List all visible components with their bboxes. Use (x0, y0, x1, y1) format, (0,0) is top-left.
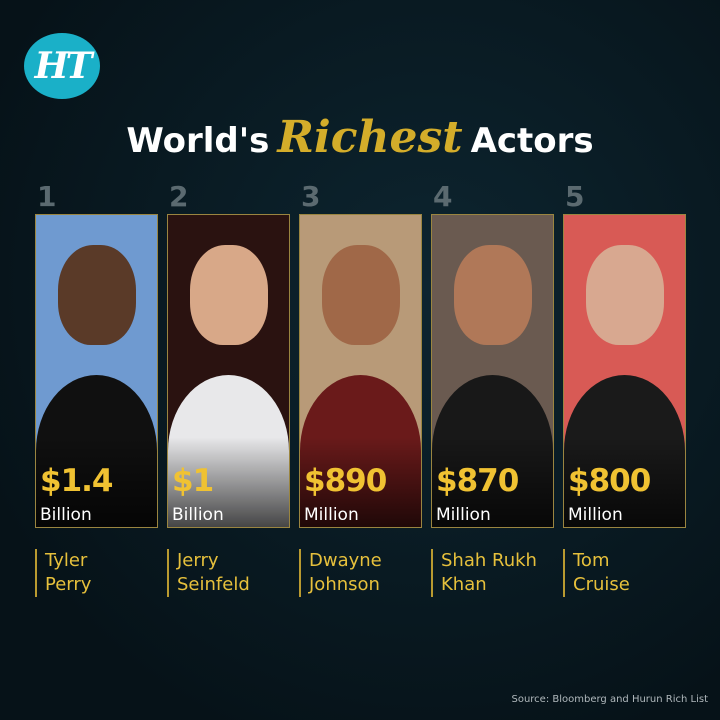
photo-shade (300, 437, 421, 527)
actor-first-name: Dwayne (309, 550, 382, 571)
actor-first-name: Tom (573, 550, 610, 571)
actor-last-name: Johnson (309, 574, 380, 595)
net-worth-unit: Million (304, 505, 359, 525)
page-title: World's Richest Actors (0, 112, 720, 163)
photo-shade (36, 437, 157, 527)
actor-last-name: Cruise (573, 574, 630, 595)
photo-shade (432, 437, 553, 527)
actor-name: Tom Cruise (563, 549, 630, 597)
actor-last-name: Seinfeld (177, 574, 250, 595)
actor-card: $800 Million (563, 214, 686, 528)
net-worth-unit: Million (436, 505, 491, 525)
actor-first-name: Tyler (45, 550, 88, 571)
actor-card: $890 Million (299, 214, 422, 528)
actor-name: Dwayne Johnson (299, 549, 382, 597)
net-worth-amount: $800 (568, 463, 651, 499)
actor-name: Jerry Seinfeld (167, 549, 250, 597)
photo-shade (564, 437, 685, 527)
net-worth-unit: Million (568, 505, 623, 525)
net-worth-unit: Billion (172, 505, 224, 525)
title-part: World's (126, 121, 270, 161)
source-note: Source: Bloomberg and Hurun Rich List (511, 694, 708, 705)
actor-photo-face (322, 245, 400, 345)
actor-card: $1 Billion (167, 214, 290, 528)
net-worth-amount: $1 (172, 463, 214, 499)
title-part: Actors (470, 121, 594, 161)
net-worth-unit: Billion (40, 505, 92, 525)
rank-number: 3 (301, 180, 321, 213)
net-worth-amount: $870 (436, 463, 519, 499)
rank-number: 5 (565, 180, 585, 213)
rank-number: 2 (169, 180, 189, 213)
actor-first-name: Shah Rukh (441, 550, 537, 571)
actor-photo-face (190, 245, 268, 345)
actor-name: Shah Rukh Khan (431, 549, 537, 597)
net-worth-amount: $890 (304, 463, 387, 499)
actor-card: $870 Million (431, 214, 554, 528)
actor-name: Tyler Perry (35, 549, 91, 597)
actor-photo-face (58, 245, 136, 345)
actor-first-name: Jerry (177, 550, 219, 571)
actor-last-name: Perry (45, 574, 92, 595)
actor-photo-face (586, 245, 664, 345)
net-worth-amount: $1.4 (40, 463, 113, 499)
actor-photo-face (454, 245, 532, 345)
rank-number: 4 (433, 180, 453, 213)
actor-card: $1.4 Billion (35, 214, 158, 528)
actor-last-name: Khan (441, 574, 487, 595)
rank-number: 1 (37, 180, 57, 213)
photo-shade (168, 437, 289, 527)
title-highlight: Richest (277, 112, 463, 163)
ht-logo: HT (24, 33, 100, 99)
